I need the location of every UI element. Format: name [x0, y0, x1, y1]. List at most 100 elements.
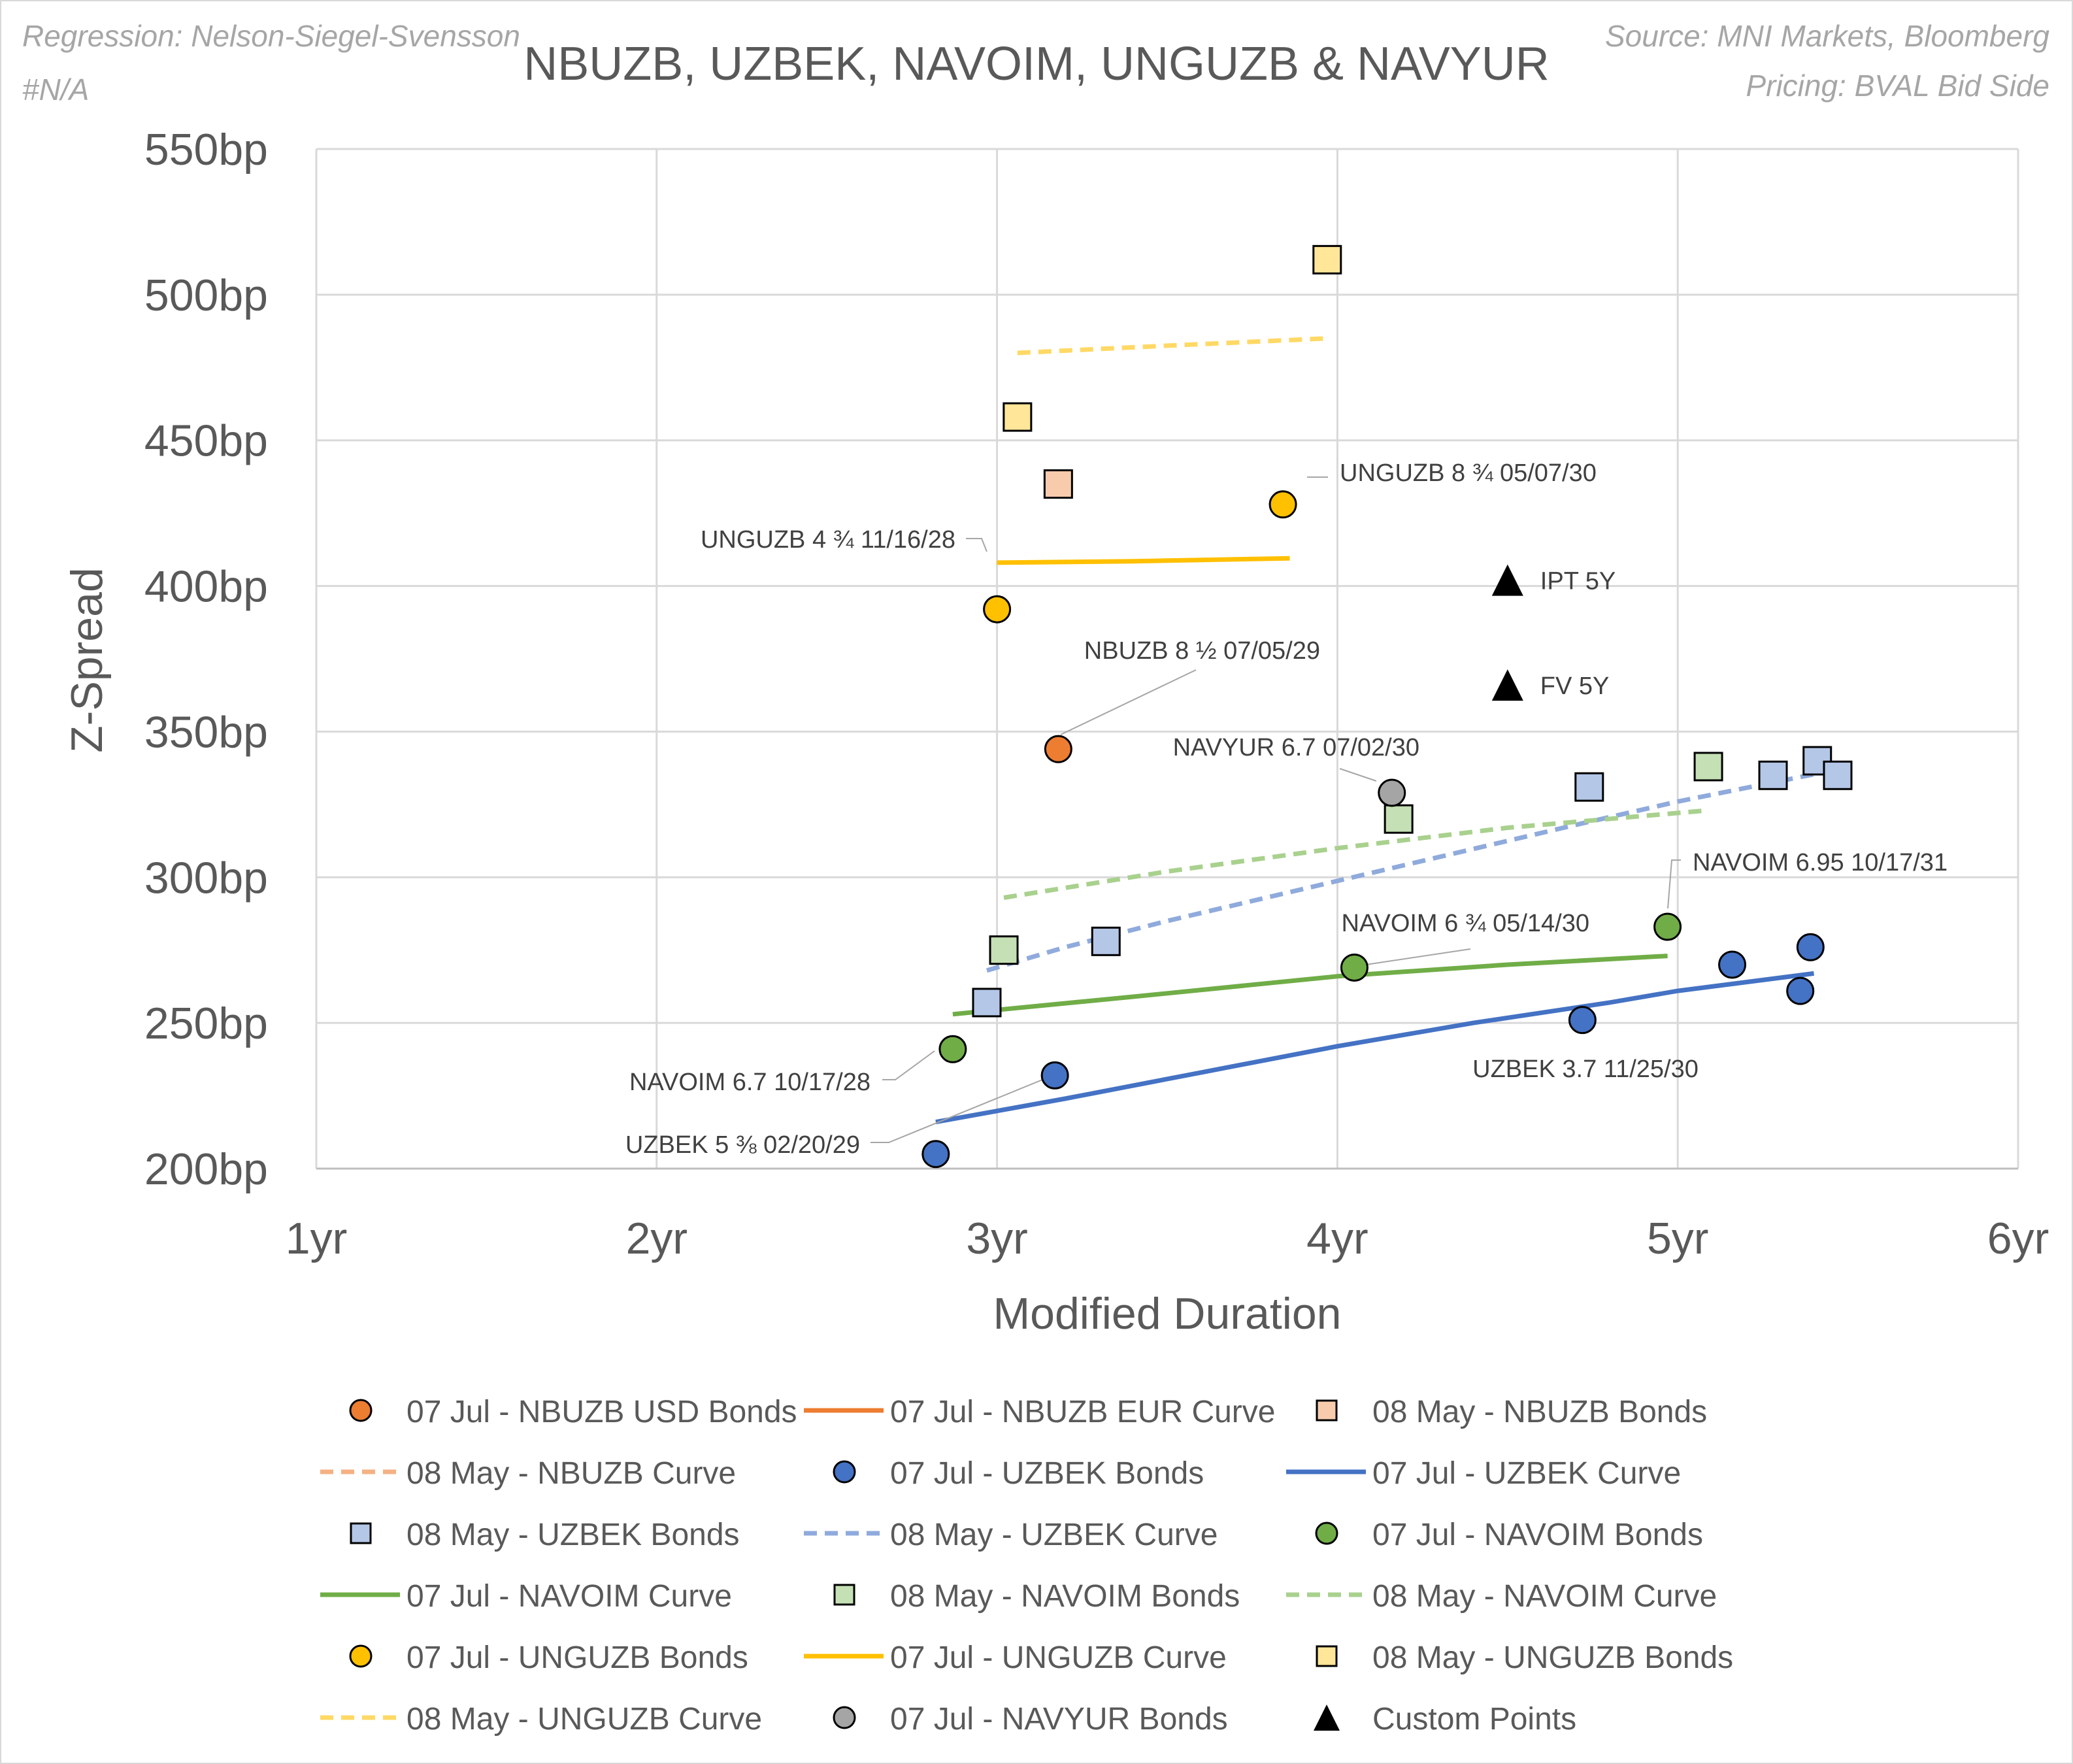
point-custom-points: [1491, 564, 1523, 596]
legend-item-08-may-nbuzb-bonds-swatch: [1316, 1399, 1338, 1422]
legend-item-07-jul-nbuzb-usd-bonds-swatch: [349, 1399, 373, 1422]
leader-line: [966, 538, 987, 552]
point-08-may-uzbek-bonds: [972, 988, 1002, 1018]
legend-item-07-jul-uzbek-bonds-swatch: [833, 1460, 856, 1484]
x-tick-label: 3yr: [966, 1214, 1027, 1263]
legend-item-07-jul-unguzb-bonds-swatch: [349, 1644, 373, 1668]
y-axis-title: Z-Spread: [62, 567, 112, 752]
y-tick-label: 200bp: [144, 1144, 268, 1194]
point-08-may-nbuzb-bonds: [1043, 469, 1073, 499]
point-08-may-uzbek-bonds: [1823, 760, 1853, 790]
legend-item-08-may-unguzb-bonds: 08 May - UNGUZB Bonds: [1372, 1640, 1733, 1675]
point-08-may-uzbek-bonds: [1091, 926, 1121, 956]
curve-07-jul-uzbek-curve: [935, 971, 1814, 1125]
legend-item-08-may-unguzb-bonds-swatch: [1316, 1645, 1338, 1667]
legend-item-08-may-navoim-bonds: 08 May - NAVOIM Bonds: [890, 1579, 1240, 1614]
point-07-jul-navoim-bonds: [1340, 953, 1368, 982]
legend-item-08-may-navoim-curve: 08 May - NAVOIM Curve: [1372, 1579, 1717, 1614]
x-tick-label: 1yr: [286, 1214, 347, 1263]
point-08-may-navoim-bonds: [989, 935, 1019, 965]
legend-item-07-jul-navoim-bonds-swatch: [1315, 1522, 1338, 1545]
leader-line: [1365, 948, 1471, 965]
data-label: UNGUZB 8 ¾ 05/07/30: [1340, 459, 1597, 487]
x-tick-label: 2yr: [626, 1214, 688, 1263]
point-custom-points: [1491, 669, 1523, 701]
leader-line: [1060, 669, 1197, 735]
custom-point-label: IPT 5Y: [1540, 568, 1616, 595]
leader-line: [1339, 768, 1377, 782]
point-08-may-unguzb-bonds: [1003, 402, 1033, 432]
data-label: NAVOIM 6.7 10/17/28: [629, 1069, 871, 1096]
legend-item-07-jul-navoim-bonds: 07 Jul - NAVOIM Bonds: [1372, 1518, 1703, 1552]
x-tick-label: 5yr: [1647, 1214, 1708, 1263]
point-07-jul-nbuzb-usd-bonds: [1044, 735, 1072, 763]
custom-point-label: FV 5Y: [1540, 673, 1610, 700]
legend-item-08-may-navoim-bonds-swatch: [833, 1584, 855, 1606]
legend-item-07-jul-navyur-bonds: 07 Jul - NAVYUR Bonds: [890, 1702, 1228, 1737]
x-axis-title: Modified Duration: [993, 1289, 1342, 1339]
data-label: NBUZB 8 ½ 07/05/29: [1084, 637, 1320, 665]
leader-line: [871, 1078, 1046, 1143]
point-07-jul-uzbek-bonds: [1568, 1006, 1597, 1035]
point-07-jul-navoim-bonds: [938, 1035, 967, 1063]
regression-value: #N/A: [22, 73, 90, 107]
x-tick-label: 6yr: [1987, 1214, 2049, 1263]
point-08-may-uzbek-bonds: [1574, 772, 1604, 802]
point-07-jul-uzbek-bonds: [1040, 1061, 1069, 1090]
data-label: UZBEK 3.7 11/25/30: [1472, 1056, 1699, 1083]
x-tick-label: 4yr: [1306, 1214, 1368, 1263]
y-tick-label: 550bp: [144, 125, 268, 175]
legend-item-07-jul-nbuzb-eur-curve: 07 Jul - NBUZB EUR Curve: [890, 1395, 1275, 1429]
legend-item-07-jul-navoim-curve: 07 Jul - NAVOIM Curve: [406, 1579, 732, 1614]
data-label: NAVOIM 6.95 10/17/31: [1693, 849, 1948, 876]
legend-item-07-jul-uzbek-bonds: 07 Jul - UZBEK Bonds: [890, 1456, 1204, 1491]
curve-07-jul-unguzb-curve: [997, 556, 1290, 565]
legend-item-08-may-unguzb-curve: 08 May - UNGUZB Curve: [406, 1702, 762, 1737]
regression-label: Regression: Nelson-Siegel-Svensson: [22, 19, 520, 53]
legend-item-07-jul-unguzb-curve: 07 Jul - UNGUZB Curve: [890, 1640, 1227, 1675]
curve-08-may-navoim-curve: [1003, 808, 1709, 900]
legend-item-08-may-nbuzb-bonds: 08 May - NBUZB Bonds: [1372, 1395, 1707, 1429]
point-07-jul-unguzb-bonds: [983, 595, 1012, 624]
y-tick-label: 450bp: [144, 416, 268, 466]
y-tick-label: 350bp: [144, 707, 268, 757]
point-07-jul-uzbek-bonds: [1796, 933, 1825, 961]
legend-item-07-jul-nbuzb-usd-bonds: 07 Jul - NBUZB USD Bonds: [406, 1395, 797, 1429]
point-08-may-uzbek-bonds: [1758, 760, 1788, 790]
point-08-may-unguzb-bonds: [1312, 244, 1342, 275]
plot-area: [316, 149, 2018, 1169]
leader-line: [882, 1050, 935, 1080]
point-08-may-navoim-bonds: [1693, 752, 1723, 782]
legend-item-08-may-uzbek-bonds-swatch: [350, 1522, 372, 1544]
data-label: NAVYUR 6.7 07/02/30: [1173, 734, 1419, 761]
leader-line: [1667, 859, 1681, 909]
y-tick-label: 500bp: [144, 271, 268, 320]
y-tick-label: 300bp: [144, 853, 268, 903]
y-tick-label: 400bp: [144, 562, 268, 612]
legend-item-07-jul-navyur-bonds-swatch: [833, 1706, 856, 1729]
point-07-jul-uzbek-bonds: [921, 1140, 950, 1169]
legend-item-custom-points: Custom Points: [1372, 1702, 1576, 1737]
pricing-label: Pricing: BVAL Bid Side: [1746, 69, 2049, 103]
legend-item-custom-points-swatch: [1314, 1705, 1340, 1731]
data-label: NAVOIM 6 ¾ 05/14/30: [1342, 910, 1590, 937]
curve-08-may-unguzb-curve: [1017, 336, 1327, 356]
curve-08-may-uzbek-curve: [986, 767, 1838, 973]
legend-item-08-may-nbuzb-curve: 08 May - NBUZB Curve: [406, 1456, 736, 1491]
source-label: Source: MNI Markets, Bloomberg: [1604, 19, 2049, 53]
legend-item-08-may-uzbek-bonds: 08 May - UZBEK Bonds: [406, 1518, 740, 1552]
curve-07-jul-navoim-curve: [952, 954, 1668, 1017]
point-07-jul-uzbek-bonds: [1718, 950, 1747, 979]
point-07-jul-navoim-bonds: [1653, 912, 1682, 941]
y-tick-label: 250bp: [144, 999, 268, 1048]
data-label: UNGUZB 4 ¾ 11/16/28: [701, 526, 955, 554]
point-08-may-navoim-bonds: [1384, 804, 1414, 834]
point-07-jul-navyur-bonds: [1378, 778, 1406, 807]
legend-item-08-may-uzbek-curve: 08 May - UZBEK Curve: [890, 1518, 1218, 1552]
legend-item-07-jul-uzbek-curve: 07 Jul - UZBEK Curve: [1372, 1456, 1681, 1491]
point-07-jul-unguzb-bonds: [1269, 490, 1297, 519]
legend-item-07-jul-unguzb-bonds: 07 Jul - UNGUZB Bonds: [406, 1640, 748, 1675]
data-label: UZBEK 5 ⅜ 02/20/29: [625, 1131, 860, 1159]
